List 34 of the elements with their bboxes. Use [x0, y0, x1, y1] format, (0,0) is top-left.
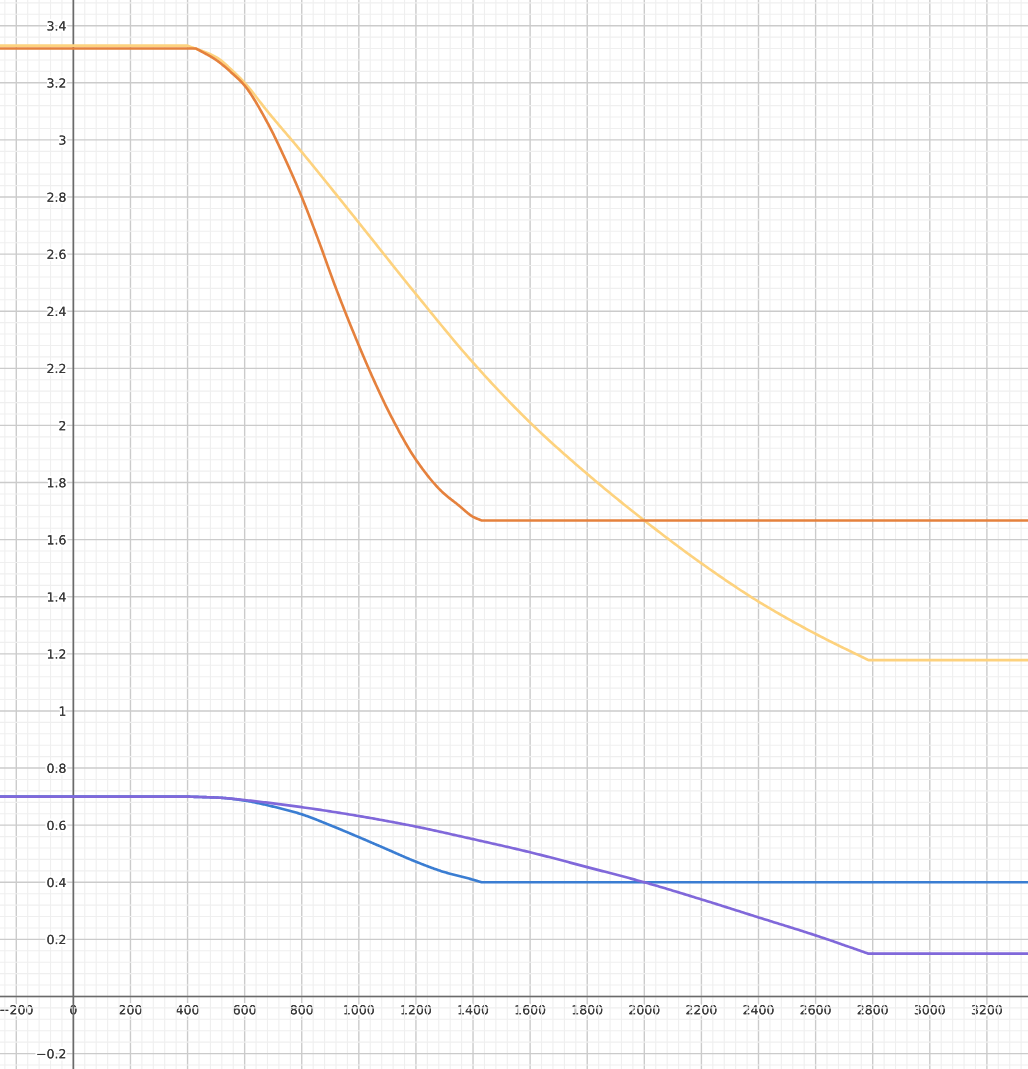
x-tick-label: 2800	[857, 1005, 888, 1015]
x-tick-label: −200	[0, 1005, 33, 1015]
x-tick-label: 400	[176, 1005, 199, 1015]
y-tick-label: 2.4	[47, 306, 66, 316]
y-tick-label: 0.2	[47, 934, 66, 945]
y-tick-label: 0.6	[47, 820, 66, 831]
x-tick-label: 2200	[686, 1005, 717, 1015]
y-tick-label: 1.2	[47, 649, 66, 659]
x-tick-label: 600	[233, 1005, 256, 1015]
y-tick-label: 1	[59, 706, 66, 716]
x-tick-label: 2400	[743, 1005, 774, 1015]
y-tick-label: 3	[59, 135, 66, 145]
x-tick-label: 1800	[572, 1005, 603, 1015]
y-tick-label: 1.6	[47, 535, 66, 545]
x-tick-label: 2600	[800, 1005, 831, 1015]
x-tick-label: 1000	[344, 1005, 374, 1015]
y-tick-label: 1.4	[47, 592, 66, 602]
x-tick-label: 2000	[629, 1005, 660, 1015]
y-tick-label: 0.4	[47, 877, 66, 888]
x-tick-label: 800	[290, 1005, 313, 1015]
y-tick-label: 2.2	[47, 363, 66, 374]
x-tick-label: 1400	[458, 1005, 489, 1015]
x-tick-label: 200	[119, 1005, 142, 1015]
y-tick-label: −0.2	[37, 1049, 66, 1059]
x-tick-label: 3000	[914, 1005, 945, 1015]
x-tick-label: 1600	[515, 1005, 546, 1015]
y-tick-label: 3.4	[47, 21, 66, 31]
y-tick-label: 2.8	[47, 192, 66, 202]
y-tick-label: 0.8	[47, 763, 66, 773]
y-tick-label: 1.8	[47, 478, 66, 488]
y-tick-label: 2.6	[47, 249, 66, 260]
y-tick-label: 3.2	[47, 78, 66, 88]
x-tick-label: 3200	[971, 1005, 1002, 1015]
y-tick-label: 2	[59, 420, 66, 431]
